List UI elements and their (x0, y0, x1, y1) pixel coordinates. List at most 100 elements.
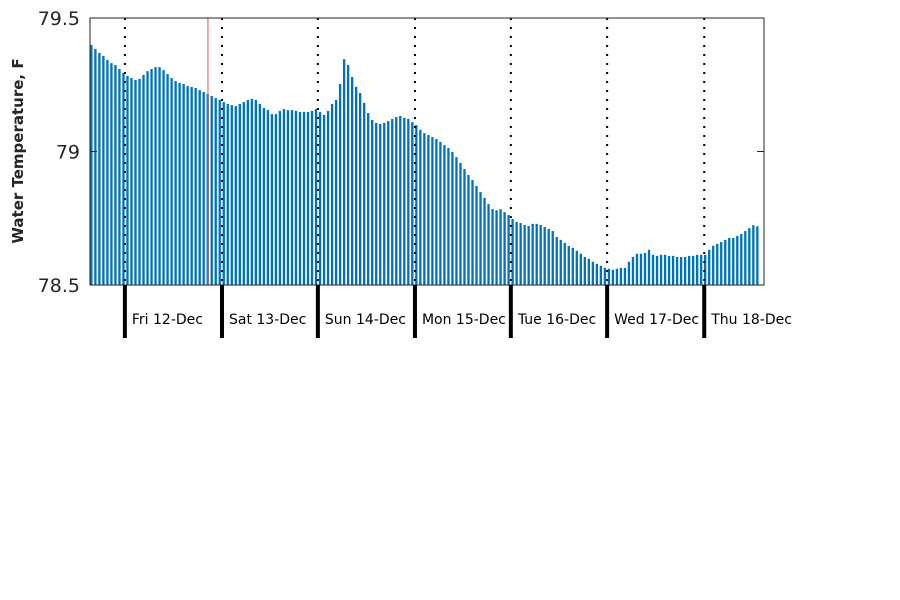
bar (683, 256, 687, 285)
bar (266, 110, 270, 286)
bar (663, 254, 667, 285)
bar (627, 261, 631, 285)
bar (551, 231, 554, 285)
bar (270, 114, 274, 286)
bar (539, 224, 542, 285)
bar (423, 133, 426, 285)
bar (579, 253, 582, 285)
day-label: Sun 14-Dec (325, 312, 406, 328)
bar (150, 68, 153, 285)
bar (447, 148, 450, 285)
y-tick-label: 79 (56, 142, 80, 164)
bar (667, 255, 671, 285)
bar (162, 70, 165, 285)
bar (748, 228, 751, 285)
bar (354, 86, 358, 285)
bar (258, 103, 262, 285)
bar (523, 224, 526, 285)
bar (583, 256, 586, 285)
bar (294, 110, 298, 285)
bar (210, 95, 213, 286)
bar (732, 238, 735, 285)
bar (643, 252, 647, 285)
bar (371, 119, 374, 285)
bar (94, 48, 97, 285)
bar (379, 123, 382, 286)
bar (471, 180, 474, 285)
bar (399, 115, 402, 285)
bar (439, 141, 442, 285)
bar (302, 111, 306, 285)
bar (106, 59, 109, 285)
bar (375, 122, 378, 285)
bar (326, 110, 330, 285)
bar (563, 242, 566, 285)
bar (383, 122, 386, 285)
bar (728, 238, 731, 285)
bar (519, 223, 522, 285)
bar (639, 253, 643, 285)
bar (716, 243, 719, 285)
bar (102, 55, 105, 285)
bar (708, 249, 711, 285)
day-label: Sat 13-Dec (229, 312, 306, 328)
bar (290, 110, 294, 286)
bar (186, 86, 189, 286)
bar (334, 99, 338, 286)
bar (595, 263, 599, 285)
bar (543, 227, 546, 285)
bar (691, 255, 695, 285)
bar (198, 90, 201, 285)
bar (724, 239, 727, 285)
bar (487, 204, 490, 285)
bar (190, 86, 193, 285)
bar (435, 138, 438, 285)
bar (318, 111, 322, 285)
bar (575, 250, 578, 285)
bar (342, 59, 346, 286)
bar (555, 236, 558, 285)
day-label: Thu 18-Dec (710, 312, 792, 328)
bar (350, 77, 354, 285)
bar (202, 91, 205, 285)
bar (142, 74, 145, 285)
bar (515, 221, 518, 285)
bar (459, 162, 462, 285)
bar (752, 225, 755, 285)
bar (511, 219, 514, 285)
bar (234, 106, 237, 285)
day-label: Tue 16-Dec (517, 312, 596, 328)
bar (631, 256, 635, 285)
bar (391, 118, 394, 286)
bar (218, 99, 221, 286)
bar (238, 103, 241, 285)
bar (531, 223, 534, 285)
bar (559, 239, 562, 285)
bar (720, 242, 723, 285)
bar (174, 81, 177, 286)
bar (619, 267, 623, 285)
bar (90, 44, 93, 286)
bar (623, 267, 627, 285)
bar (130, 78, 133, 285)
bar (527, 225, 530, 285)
bar (98, 52, 101, 285)
bar (262, 107, 266, 285)
bar (455, 157, 458, 285)
bar (503, 212, 506, 285)
y-axis-label: Water Temperature, F (9, 58, 27, 243)
bar (740, 234, 743, 285)
bar (395, 117, 398, 285)
day-label: Wed 17-Dec (614, 312, 699, 328)
bar (427, 134, 430, 285)
y-tick-label: 78.5 (38, 275, 80, 297)
bar (358, 93, 362, 285)
bar (611, 269, 615, 285)
bar (491, 209, 494, 285)
bar (659, 254, 663, 285)
bar (282, 109, 286, 285)
bar (679, 256, 683, 285)
bar (431, 137, 434, 285)
bar (687, 255, 691, 285)
bar (403, 117, 406, 285)
